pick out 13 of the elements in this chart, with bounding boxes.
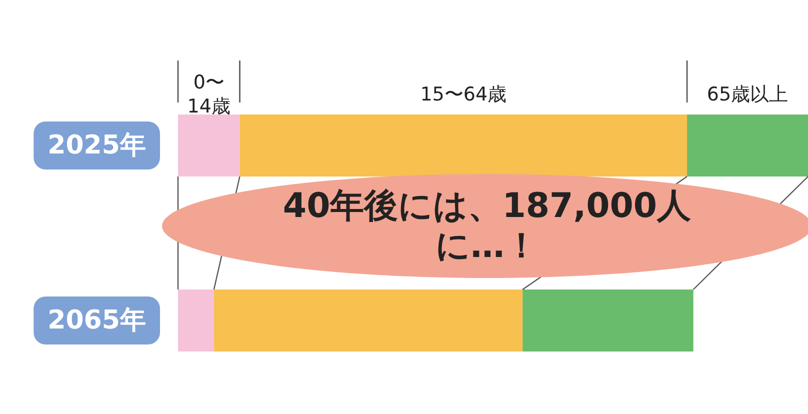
series-label: 15〜64歳 [420,84,507,106]
bar [178,114,240,176]
y-tick-label: 2025年 [48,130,146,160]
bar [522,290,694,352]
bar [687,114,808,176]
bar [178,290,214,352]
series-label: 0〜14歳 [187,72,230,118]
series-label: 65歳以上 [706,84,788,106]
bar [240,114,688,176]
bar [214,290,523,352]
annotation: 40年後には、187,000人に…！ [282,186,692,266]
y-tick-label: 2065年 [48,306,146,336]
ellipse-callout: 40年後には、187,000人に…！ [162,174,808,278]
